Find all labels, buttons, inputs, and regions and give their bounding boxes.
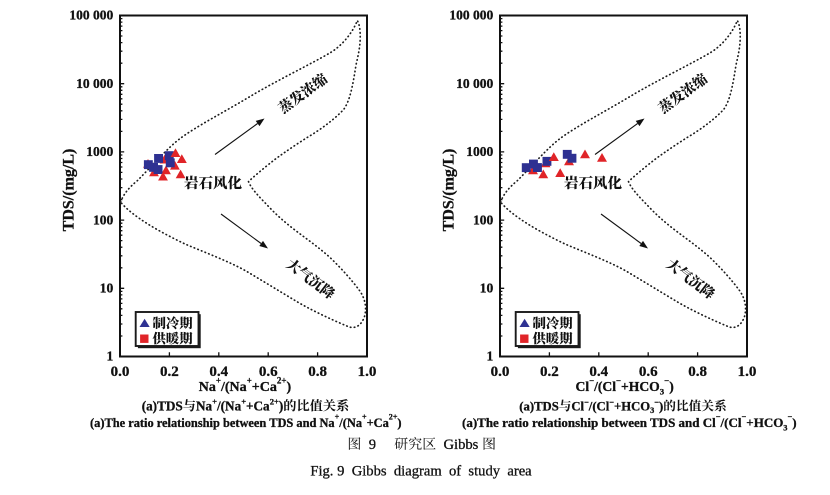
- svg-text:0.8: 0.8: [688, 364, 707, 380]
- svg-text:3: 3: [650, 406, 654, 415]
- svg-text:10 000: 10 000: [76, 76, 113, 91]
- svg-text:100 000: 100 000: [69, 8, 113, 23]
- svg-text:100: 100: [473, 212, 494, 227]
- svg-text:1000: 1000: [86, 144, 113, 159]
- svg-text:(a)The ratio relationship betw: (a)The ratio relationship between TDS an…: [462, 413, 797, 433]
- svg-text:1000: 1000: [466, 144, 493, 159]
- svg-text:−: −: [609, 398, 614, 407]
- svg-text:100: 100: [93, 212, 114, 227]
- svg-text:0.6: 0.6: [259, 364, 278, 380]
- svg-text:1: 1: [106, 349, 113, 364]
- svg-text:0.4: 0.4: [209, 364, 228, 380]
- svg-text:0.8: 0.8: [308, 364, 327, 380]
- svg-text:Na+/(Na++Ca2+): Na+/(Na++Ca2+): [199, 376, 292, 395]
- svg-text:+HCO: +HCO: [614, 399, 650, 413]
- svg-text:Na: Na: [196, 398, 213, 413]
- svg-text:1: 1: [486, 349, 493, 364]
- svg-text:1.0: 1.0: [738, 364, 757, 380]
- svg-text:−: −: [654, 398, 659, 407]
- svg-text:1.0: 1.0: [358, 364, 377, 380]
- svg-text:100 000: 100 000: [449, 8, 493, 23]
- svg-text:+: +: [241, 397, 246, 407]
- svg-text:(a)The ratio relationship betw: (a)The ratio relationship between TDS an…: [90, 413, 402, 430]
- svg-text:): ): [279, 398, 283, 413]
- svg-text:10 000: 10 000: [456, 76, 493, 91]
- svg-text:Cl: Cl: [571, 399, 584, 413]
- svg-text:+: +: [212, 397, 217, 407]
- svg-text:9: 9: [361, 437, 376, 453]
- svg-text:2+: 2+: [270, 397, 279, 407]
- svg-text:0.0: 0.0: [491, 364, 510, 380]
- svg-text:0.2: 0.2: [160, 364, 179, 380]
- svg-text:10: 10: [480, 281, 494, 296]
- svg-text:Fig. 9 Gibbs diagram of st: Fig. 9 Gibbs diagram of study area: [310, 463, 532, 479]
- svg-text:+Ca: +Ca: [246, 398, 270, 413]
- svg-text:/(Na: /(Na: [216, 398, 242, 413]
- svg-text:(a)TDS: (a)TDS: [142, 398, 183, 413]
- svg-text:): ): [659, 399, 663, 413]
- svg-text:Gibbs: Gibbs: [436, 437, 482, 453]
- svg-text:−: −: [584, 398, 589, 407]
- svg-text:0.0: 0.0: [111, 364, 130, 380]
- svg-text:0.4: 0.4: [589, 364, 608, 380]
- svg-text:0.2: 0.2: [540, 364, 559, 380]
- svg-text:Cl−/(Cl−+HCO3−): Cl−/(Cl−+HCO3−): [576, 376, 674, 397]
- svg-text:(a)TDS: (a)TDS: [519, 399, 558, 413]
- svg-text:10: 10: [100, 281, 114, 296]
- svg-text:TDS/(mg/L): TDS/(mg/L): [441, 149, 458, 232]
- svg-text:TDS/(mg/L): TDS/(mg/L): [61, 149, 78, 232]
- svg-text:0.6: 0.6: [639, 364, 658, 380]
- svg-text:/(Cl: /(Cl: [588, 399, 610, 413]
